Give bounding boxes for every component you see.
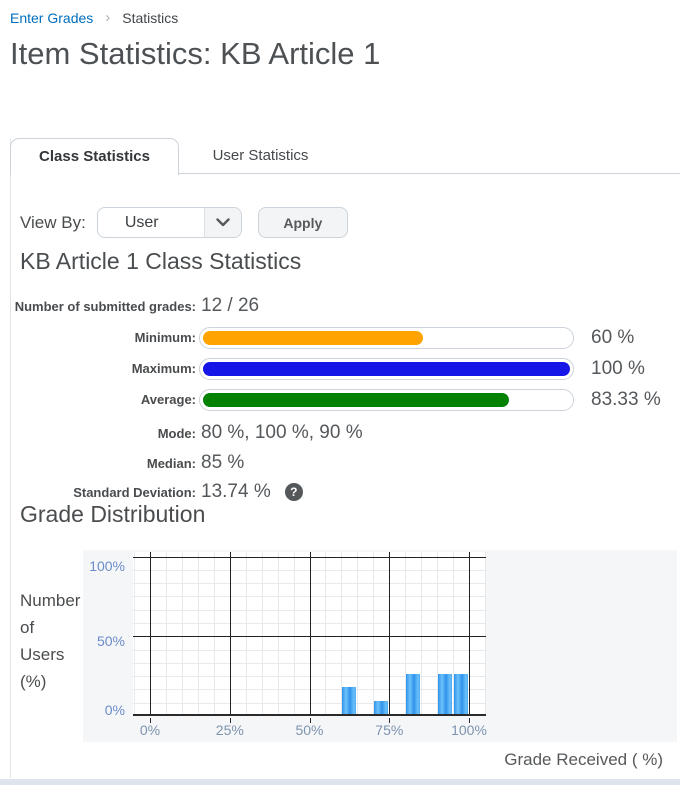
submitted-grades-value: 12 / 26 [201,295,260,316]
minimum-row: Minimum: 60 % [0,326,680,349]
maximum-row: Maximum: 100 % [0,357,680,380]
apply-button[interactable]: Apply [257,207,348,238]
mode-value: 80 %, 100 %, 90 % [201,422,363,443]
histogram-bar [438,674,452,714]
help-icon[interactable]: ? [284,483,303,501]
median-label: Median: [146,455,196,471]
breadcrumb-current: Statistics [122,9,179,26]
chart-x-axis-title: Grade Received ( %) [504,750,663,769]
mode-row: Mode: 80 %, 100 %, 90 % [0,420,680,446]
x-tick-label: 75% [375,722,404,738]
minimum-bar-track [199,326,574,349]
class-statistics-table: Number of submitted grades: 12 / 26 Mini… [0,294,680,505]
x-tick-label: 0% [139,722,161,738]
grade-distribution-chart: 0% 50% 100% 0% 25% 50% 75% 100% [83,550,677,742]
maximum-bar-track [199,357,574,380]
standard-deviation-row: Standard Deviation: 13.74 % ? [0,479,680,505]
submitted-grades-label: Number of submitted grades: [14,298,196,314]
x-tick-label: 100% [451,722,487,738]
standard-deviation-value: 13.74 % [201,481,271,502]
y-tick-label: 100% [89,558,125,574]
minimum-value: 60 % [591,326,635,348]
next-section-top-edge [0,779,680,785]
tab-user-statistics[interactable]: User Statistics [212,147,309,164]
median-row: Median: 85 % [0,450,680,476]
median-value: 85 % [201,452,245,473]
chart-y-axis-title: Number of Users (%) [20,591,81,691]
chevron-down-icon [203,208,241,237]
average-bar-fill [203,392,509,407]
chart-y-tick-labels: 0% 50% 100% [83,550,129,742]
average-label: Average: [140,392,196,407]
view-by-select[interactable]: User [96,207,242,238]
chart-x-tick-labels: 0% 25% 50% 75% 100% [133,722,487,738]
average-bar-track [199,388,574,411]
histogram-bar [374,701,389,714]
average-value: 83.33 % [591,388,661,410]
y-tick-label: 50% [96,633,125,649]
breadcrumb: Enter Grades › Statistics [10,9,178,26]
tab-panel-border [10,139,11,778]
maximum-bar-fill [203,361,570,376]
y-tick-label: 0% [104,702,125,718]
tab-class-statistics[interactable]: Class Statistics [10,138,179,175]
mode-label: Mode: [157,425,196,441]
standard-deviation-label: Standard Deviation: [73,484,196,500]
chart-x-tick-marks [133,718,486,723]
breadcrumb-link-enter-grades[interactable]: Enter Grades [10,9,94,26]
class-statistics-heading: KB Article 1 Class Statistics [20,248,302,274]
view-by-selected-value: User [124,214,159,231]
plot-area [133,552,486,716]
tab-strip-divider [10,173,680,174]
x-tick-label: 50% [295,722,324,738]
maximum-label: Maximum: [131,361,196,376]
minimum-label: Minimum: [134,330,196,345]
histogram-bar [454,674,468,714]
view-by-row: View By: User Apply [20,207,348,238]
view-by-label: View By: [20,212,86,232]
grade-distribution-heading: Grade Distribution [20,501,206,527]
minimum-bar-fill [203,330,424,345]
histogram-bar [406,674,421,714]
maximum-value: 100 % [591,357,645,379]
breadcrumb-chevron-icon: › [105,9,111,26]
page-title: Item Statistics: KB Article 1 [10,36,381,71]
histogram-bar [342,687,357,714]
x-tick-label: 25% [215,722,244,738]
submitted-grades-row: Number of submitted grades: 12 / 26 [0,294,680,318]
average-row: Average: 83.33 % [0,388,680,411]
